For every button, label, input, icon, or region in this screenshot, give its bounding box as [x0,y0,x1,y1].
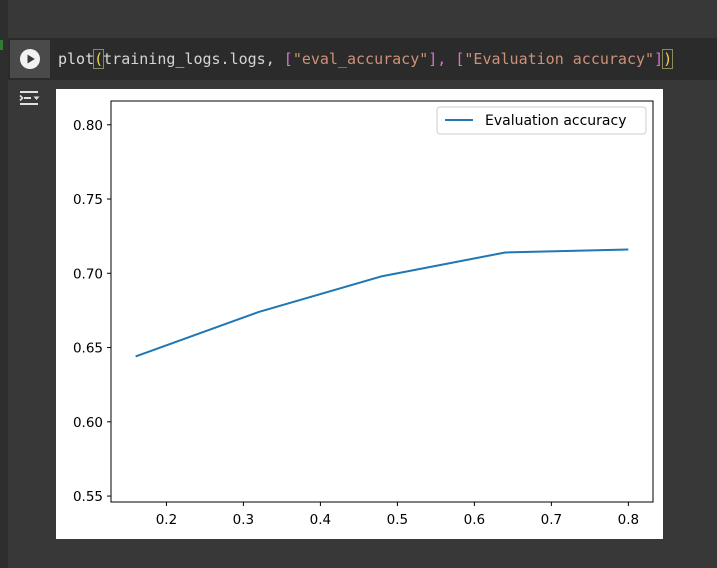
code-editor-line[interactable]: plot(training_logs.logs, ["eval_accuracy… [58,49,674,69]
y-tick-label: 0.65 [73,341,103,357]
x-tick-label: 0.8 [618,512,639,528]
run-cell-button[interactable] [10,40,50,78]
x-tick-label: 0.6 [464,512,485,528]
code-token: plot [58,50,95,68]
series-line [135,248,629,358]
y-tick-label: 0.75 [73,192,103,208]
x-tick-label: 0.2 [156,512,177,528]
y-tick-label: 0.55 [73,489,103,505]
output-toggle-button[interactable] [18,87,42,109]
axes-frame [110,100,654,503]
series-layer [135,248,629,358]
code-token: ], [428,50,456,68]
code-token: ( [93,49,105,69]
legend-label: Evaluation accuracy [485,113,626,129]
code-token: [ [455,50,465,68]
x-tick-label: 0.5 [387,512,408,528]
code-token: ] [654,50,664,68]
legend-box [436,106,647,135]
y-tick-label: 0.80 [73,118,103,134]
y-tick-label: 0.60 [73,415,103,431]
plot-figure: 0.55 0.60 0.65 0.70 0.75 0.80 0.2 0.3 0.4 0.5 0.6… [56,89,663,539]
code-token: "Evaluation accuracy" [464,50,655,68]
cell-status-marker [0,40,3,50]
code-token: ) [662,49,674,69]
legend: Evaluation accuracy [436,106,647,135]
left-gutter [0,0,8,568]
x-tick-label: 0.3 [233,512,254,528]
play-circle-icon [20,49,40,69]
x-tick-label: 0.7 [541,512,562,528]
x-axis-ticks: 0.2 0.3 0.4 0.5 0.6 0.7 0.8 [156,502,639,528]
code-token: [ [283,50,293,68]
y-axis-ticks: 0.55 0.60 0.65 0.70 0.75 0.80 [73,118,111,505]
line-chart: 0.55 0.60 0.65 0.70 0.75 0.80 0.2 0.3 0.4 0.5 0.6… [73,100,654,528]
y-tick-label: 0.70 [73,266,103,282]
output-toggle-icon [19,91,40,105]
code-token: training_logs.logs, [103,50,284,68]
code-cell[interactable] [8,38,717,80]
x-tick-label: 0.4 [310,512,331,528]
code-token: "eval_accuracy" [292,50,429,68]
